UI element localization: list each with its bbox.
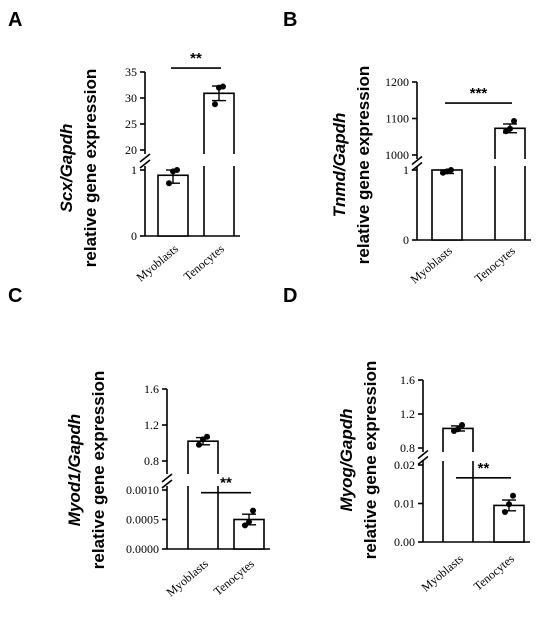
bar-tenocytes [203,92,235,154]
axis-break-mark [417,455,429,466]
bar-lower-segment [442,461,474,542]
x-category-label: Myoblasts [164,556,212,599]
y-tick-label: 1 [403,163,409,177]
y-tick-label: 0.0000 [126,542,159,556]
panel-letter: A [8,9,22,31]
y-tick-label: 20 [125,143,137,157]
y-axis-label-text: relative gene expression [89,371,108,569]
y-tick-label: 0 [131,229,137,243]
y-tick-label: 0.01 [394,497,415,511]
y-axis-label-gene: Myod1/Gapdh [65,414,84,526]
x-category-label: Tenocytes [471,551,517,593]
bar-lower-segment [187,486,219,549]
y-tick-label: 1.6 [144,382,159,396]
y-axis-label-gene: Scx/Gapdh [57,124,76,213]
axis-break-mark [139,153,151,163]
chart-panel-b: B Tnmd/Gapdh relative gene expression 0 1100… [283,9,531,286]
data-point [455,426,461,433]
significance-label: ** [190,50,202,67]
data-point [506,501,512,508]
data-point [507,125,513,132]
x-category-label: Myoblasts [134,241,182,284]
y-tick-label: 30 [125,91,137,105]
y-tick-label: 25 [125,117,137,131]
data-point [212,101,218,108]
y-axis-label: Scx/Gapdh relative gene expression [57,69,100,267]
y-tick-label: 0.8 [400,441,415,455]
data-point [502,508,508,515]
y-axis-label: Myog/Gapdh relative gene expression [337,361,380,559]
axis-break-mark [417,449,429,460]
y-tick-label: 0.00 [394,535,415,549]
data-point [242,522,248,529]
data-point [246,518,252,525]
y-tick-label: 1000 [385,148,409,162]
axis-break-mark [161,473,173,483]
y-axis-label-gene: Myog/Gapdh [337,409,356,512]
data-point [220,83,226,90]
bar-myoblasts [431,169,463,241]
data-point [196,441,202,448]
x-category-label: Tenocytes [181,241,227,283]
axis-break-mark [139,159,151,169]
y-axis-label: Tnmd/Gapdh relative gene expression [330,66,373,264]
bar-lower-segment [494,166,526,240]
panel-letter: C [8,285,22,307]
significance-label: *** [470,85,488,102]
y-axis-label-gene: Tnmd/Gapdh [330,113,349,218]
y-tick-label: 0.8 [144,454,159,468]
data-point [459,422,465,429]
chart-panel-a: A Scx/Gapdh relative gene expression 0 1 20 25… [8,9,240,284]
significance-label: ** [220,475,232,492]
data-point [511,118,517,125]
x-category-label: Myoblasts [408,243,456,286]
significance-label: ** [478,460,490,477]
y-tick-label: 0.0005 [126,513,159,527]
x-category-label: Myoblasts [419,551,467,594]
axis-break-mark [161,479,173,489]
x-category-label: Tenocytes [211,556,257,598]
data-point [174,167,180,173]
y-axis-label-text: relative gene expression [361,361,380,559]
y-tick-label: 0.02 [394,458,415,472]
bar-lower-segment [203,166,235,236]
y-axis-label-text: relative gene expression [354,66,373,264]
bar-myoblasts [157,174,189,237]
panel-letter: D [283,285,297,307]
y-axis-label-text: relative gene expression [81,69,100,267]
y-tick-label: 1.6 [400,373,415,387]
bar-myoblasts [187,440,219,474]
x-category-label: Tenocytes [472,243,518,285]
panel-letter: B [283,9,297,31]
data-point [448,167,454,173]
y-axis-label: Myod1/Gapdh relative gene expression [65,371,108,569]
chart-panel-d: D Myog/Gapdh relative gene expression 0.00 0… [283,285,530,594]
y-tick-label: 35 [125,65,137,79]
data-point [510,492,516,499]
axis-break-mark [411,155,423,166]
axis-break-mark [411,161,423,172]
y-tick-label: 1 [131,163,137,177]
data-point [204,433,210,440]
chart-panel-c: C Myod1/Gapdh relative gene expression 0.00… [8,285,270,599]
y-tick-label: 0.0010 [126,483,159,497]
data-point [166,180,172,187]
y-tick-label: 0 [403,233,409,247]
y-tick-label: 1100 [385,112,409,126]
y-tick-label: 1.2 [144,418,159,432]
data-point [250,507,256,514]
y-tick-label: 1.2 [400,407,415,421]
y-tick-label: 1200 [385,75,409,89]
